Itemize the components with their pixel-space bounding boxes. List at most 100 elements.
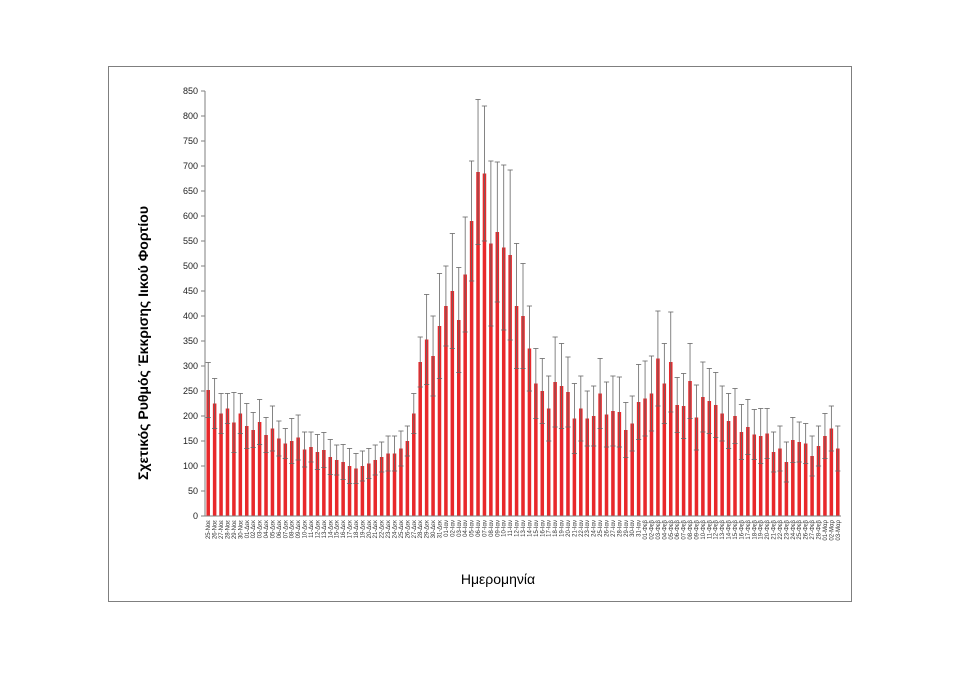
y-axis: 0 50 100 150 200 250 300 350 400 450 500 550 600 650 7… [183, 86, 206, 521]
bar [701, 397, 705, 516]
x-tick-label: 07-Ιαν [482, 520, 488, 537]
bar [803, 443, 808, 516]
y-tick-label: 500 [183, 261, 198, 271]
x-tick-label: 27-Ιαν [611, 520, 617, 537]
x-tick-label: 02-Μαρ [829, 519, 835, 540]
x-tick-label: 11-Δεκ [309, 519, 315, 538]
y-tick-label: 750 [183, 136, 198, 146]
bar [424, 339, 429, 516]
bar [739, 432, 744, 516]
bar [418, 362, 422, 516]
bar [450, 291, 455, 516]
x-tick-label: 14-Ιαν [527, 520, 533, 537]
bar [604, 414, 609, 516]
y-axis-label: Σχετικός Ρυθμός Έκκρισης Ιικού Φορτίου [135, 206, 151, 480]
x-tick-label: 23-Φεβ [784, 519, 790, 539]
bar [322, 450, 326, 516]
bar [508, 255, 512, 516]
x-tick-label: 08-Ιαν [489, 520, 495, 537]
x-tick-label: 05-Φεβ [669, 519, 675, 539]
x-tick-label: 05-Δεκ [270, 519, 276, 538]
y-tick-label: 850 [183, 86, 198, 96]
x-tick-label: 02-Φεβ [649, 519, 655, 539]
bar [354, 468, 358, 516]
x-tick-label: 03-Μαρ [836, 519, 842, 540]
bar [624, 430, 628, 516]
bar [713, 405, 718, 516]
x-tick-label: 26-Νοε [213, 520, 219, 539]
bar [791, 440, 795, 516]
y-tick-label: 300 [183, 361, 198, 371]
y-tick-label: 200 [183, 411, 198, 421]
bar [778, 448, 782, 516]
x-tick-label: 20-Ιαν [566, 520, 572, 537]
bar [572, 418, 577, 516]
x-tick-label: 28-Νοε [225, 520, 231, 539]
x-tick-label: 22-Ιαν [579, 520, 585, 537]
bar [379, 457, 384, 516]
error-bars [205, 99, 841, 484]
x-tick-label: 13-Φεβ [720, 519, 726, 539]
x-tick-label: 19-Δεκ [360, 519, 366, 538]
x-tick-label: 30-Ιαν [630, 520, 636, 537]
bar [270, 428, 275, 516]
x-tick-label: 20-Φεβ [765, 519, 771, 539]
bar [283, 443, 288, 516]
bar [431, 356, 435, 516]
x-tick-label: 26-Φεβ [804, 519, 810, 539]
x-tick-label: 10-Δεκ [303, 519, 309, 538]
x-tick-label: 09-Δεκ [296, 519, 302, 538]
bar [534, 383, 538, 516]
x-tick-label: 22-Φεβ [778, 519, 784, 539]
bar [758, 436, 763, 516]
bar [784, 462, 789, 516]
x-tick-label: 21-Ιαν [572, 520, 578, 537]
bar [463, 274, 467, 516]
x-tick-label: 12-Δεκ [315, 519, 321, 538]
x-tick-label: 06-Δεκ [277, 519, 283, 538]
bar [405, 441, 410, 516]
x-tick-label: 15-Φεβ [733, 519, 739, 539]
x-tick-label: 24-Ιαν [592, 520, 598, 537]
bar [264, 435, 268, 516]
x-tick-label: 29-Νοε [232, 520, 238, 539]
bar [501, 247, 506, 516]
x-tick-label: 01-Δεκ [245, 519, 251, 538]
bar [244, 426, 249, 516]
x-axis-label: Ημερομηνία [461, 571, 535, 587]
bar-series [206, 172, 840, 516]
bar [643, 398, 647, 516]
bar [238, 413, 243, 516]
chart-frame: 0 50 100 150 200 250 300 350 400 450 500 550 600 650 7… [108, 66, 852, 602]
x-tick-label: 12-Ιαν [515, 520, 521, 537]
x-tick-label: 11-Ιαν [508, 520, 514, 536]
x-tick-label: 15-Ιαν [534, 520, 540, 537]
y-tick-label: 100 [183, 461, 198, 471]
x-tick-label: 24-Δεκ [393, 519, 399, 538]
bar [386, 453, 390, 516]
bar [489, 243, 493, 516]
bar [617, 412, 622, 516]
bar [746, 427, 750, 516]
bar [206, 390, 210, 516]
x-tick-label: 17-Φεβ [746, 519, 752, 539]
y-tick-label: 150 [183, 436, 198, 446]
x-tick-label: 27-Νοε [219, 520, 225, 539]
bar [360, 466, 365, 516]
x-tick-label: 31-Ιαν [637, 520, 643, 537]
y-tick-label: 550 [183, 236, 198, 246]
x-tick-label: 16-Φεβ [739, 519, 745, 539]
x-tick-label: 20-Δεκ [367, 519, 373, 538]
bar [521, 316, 525, 516]
x-tick-label: 07-Δεκ [283, 519, 289, 538]
bar [412, 413, 416, 516]
x-tick-label: 30-Νοε [238, 520, 244, 539]
x-tick-label: 25-Φεβ [797, 519, 803, 539]
x-tick-label: 08-Δεκ [290, 519, 296, 538]
bar [816, 446, 821, 516]
bar [707, 401, 712, 516]
bar [527, 348, 532, 516]
bar [347, 466, 352, 516]
bar [341, 462, 345, 516]
x-tick-label: 24-Φεβ [791, 519, 797, 539]
